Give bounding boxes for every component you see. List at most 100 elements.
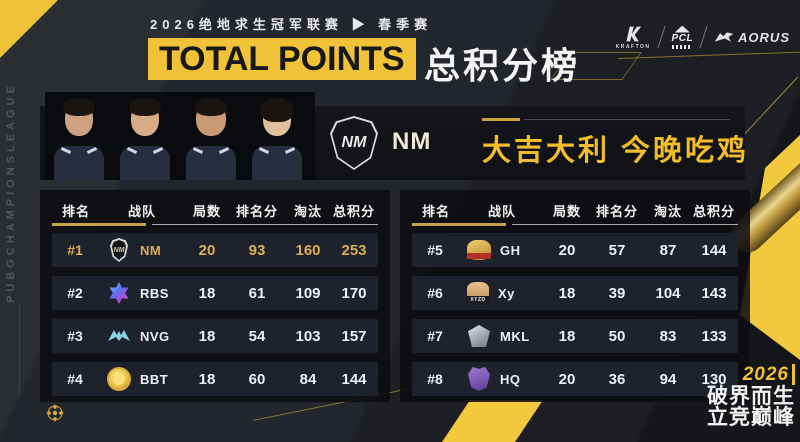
rank-cell: #1 — [67, 242, 83, 258]
elims-cell: 87 — [659, 241, 677, 259]
games-cell: 20 — [558, 241, 576, 259]
table-row: #7 MKL 18 50 83 133 — [412, 319, 738, 353]
team-abbr: GH — [500, 242, 521, 258]
aorus-logo: AORUS — [714, 30, 790, 45]
elims-cell: 94 — [659, 370, 677, 388]
elims-cell: 103 — [295, 327, 321, 345]
team-logo-xyzd: XYZD — [466, 281, 490, 305]
slogan-gray-line — [524, 119, 730, 120]
column-header-elims: 淘汰 — [293, 203, 322, 219]
aorus-label: AORUS — [738, 29, 790, 45]
rank-cell: #6 — [427, 285, 443, 301]
column-header-games: 局数 — [192, 203, 221, 219]
total-cell: 157 — [341, 327, 367, 345]
table-row: #6 XYZD Xy 18 39 104 143 — [412, 276, 738, 310]
elims-cell: 109 — [295, 284, 321, 302]
team-abbr: HQ — [500, 371, 521, 387]
standings-table-right: 排名 战队 局数 排名分 淘汰 总积分 #5 GH 20 57 87 144 #… — [400, 190, 750, 402]
league-vertical-text: PUBGCHAMPIONSLEAGUE — [5, 82, 17, 303]
team-cell: NVG — [98, 323, 186, 349]
player-photo — [47, 94, 111, 180]
side-vertical-line — [19, 305, 20, 397]
team-logo-gh — [466, 237, 492, 263]
team-abbr: BBT — [140, 371, 169, 387]
featured-slogan: 大吉大利 今晚吃鸡 — [482, 135, 750, 167]
column-header-team: 战队 — [127, 203, 156, 219]
player-photo — [179, 94, 243, 180]
pcl-helmet-icon — [674, 25, 690, 33]
table-row: #2 RBS 18 61 109 170 — [52, 276, 378, 310]
table-row: #1 NM NM 20 93 160 253 — [52, 233, 378, 267]
placement-cell: 36 — [608, 370, 626, 388]
header-underline-gold — [52, 223, 146, 226]
table-header-row: 排名 战队 局数 排名分 淘汰 总积分 — [52, 196, 378, 226]
player-photo — [245, 94, 309, 180]
team-abbr: MKL — [500, 328, 530, 344]
games-cell: 18 — [198, 284, 216, 302]
team-abbr: NVG — [140, 328, 170, 344]
featured-team-abbr: NM — [392, 128, 432, 155]
table-header-row: 排名 战队 局数 排名分 淘汰 总积分 — [412, 196, 738, 226]
total-cell: 143 — [701, 284, 727, 302]
column-header-elims: 淘汰 — [653, 203, 682, 219]
column-header-rank: 排名 — [422, 203, 451, 219]
team-abbr: RBS — [140, 285, 169, 301]
pcl-stripes — [672, 44, 693, 49]
team-logo-rbs — [106, 280, 132, 306]
team-cell: HQ — [458, 366, 546, 392]
team-logo-nvg — [106, 323, 132, 349]
team-abbr: NM — [140, 242, 162, 258]
placement-cell: 54 — [248, 327, 266, 345]
games-cell: 18 — [558, 327, 576, 345]
team-logo-hq — [466, 366, 492, 392]
krafton-logo: KRAFTON — [616, 25, 651, 50]
elims-cell: 160 — [295, 241, 321, 259]
column-header-placement: 排名分 — [595, 203, 638, 219]
elims-cell: 83 — [659, 327, 677, 345]
total-cell: 144 — [701, 241, 727, 259]
rank-cell: #7 — [427, 328, 443, 344]
placement-cell: 61 — [248, 284, 266, 302]
team-logo-mkl — [466, 323, 492, 349]
wings-icon — [108, 330, 130, 341]
elims-cell: 84 — [299, 370, 317, 388]
event-tagline: 2026绝地求生冠军联赛 ▶ 春季赛 — [150, 17, 433, 32]
placement-cell: 93 — [248, 241, 266, 259]
page-title-en: TOTAL POINTS — [148, 38, 416, 80]
column-header-total: 总积分 — [332, 203, 375, 219]
total-cell: 130 — [701, 370, 727, 388]
table-row: #3 NVG 18 54 103 157 — [52, 319, 378, 353]
placement-cell: 39 — [608, 284, 626, 302]
krafton-label: KRAFTON — [615, 43, 651, 50]
games-cell: 18 — [198, 370, 216, 388]
table-row: #8 HQ 20 36 94 130 — [412, 362, 738, 396]
header-underline-gold — [412, 223, 506, 226]
column-header-placement: 排名分 — [235, 203, 278, 219]
column-header-rank: 排名 — [62, 203, 91, 219]
footer-year: 2026 — [742, 364, 795, 385]
pcl-logo: PCL — [672, 25, 694, 49]
column-header-team: 战队 — [487, 203, 516, 219]
standings-table-left: 排名 战队 局数 排名分 淘汰 总积分 #1 NM NM 20 93 160 2… — [40, 190, 390, 402]
placement-cell: 57 — [608, 241, 626, 259]
games-cell: 20 — [198, 241, 216, 259]
team-cell: NM NM — [98, 237, 186, 263]
footer-slogan: 2026 破界而生 立竞巅峰 — [707, 364, 795, 428]
team-logo-nm: NM — [106, 237, 132, 263]
player-photo — [113, 94, 177, 180]
rank-cell: #2 — [67, 285, 83, 301]
team-cell: RBS — [98, 280, 186, 306]
team-cell: MKL — [458, 323, 546, 349]
total-cell: 144 — [341, 370, 367, 388]
header-underline-gray — [152, 224, 378, 225]
xyzd-logo-text: XYZD — [466, 296, 490, 305]
team-abbr: Xy — [498, 285, 515, 301]
total-cell: 253 — [341, 241, 367, 259]
gold-bullet-decoration — [700, 110, 800, 380]
sponsor-divider — [699, 26, 708, 48]
elims-cell: 104 — [655, 284, 681, 302]
team-logo-bbt — [106, 366, 132, 392]
rank-cell: #5 — [427, 242, 443, 258]
sponsor-logos: KRAFTON PCL AORUS — [616, 18, 790, 56]
page-title-cn: 总积分榜 — [424, 45, 581, 86]
